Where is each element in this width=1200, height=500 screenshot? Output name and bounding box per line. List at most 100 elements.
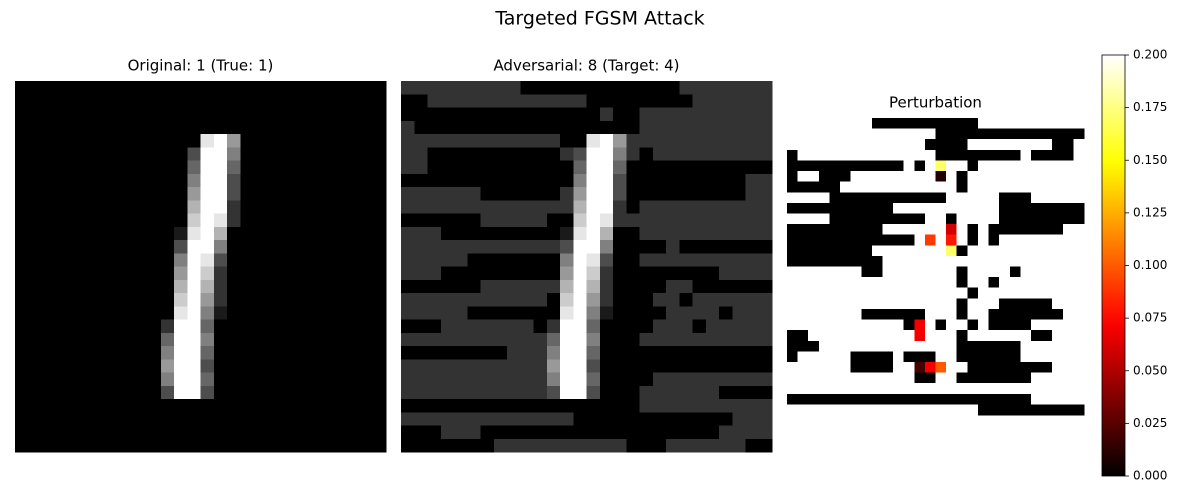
cell <box>240 385 255 400</box>
cell <box>586 319 601 334</box>
cell <box>520 332 535 347</box>
cell <box>1073 319 1085 331</box>
cell <box>333 240 347 254</box>
cell <box>253 147 268 162</box>
cell <box>977 393 990 405</box>
cell <box>967 308 979 321</box>
cell <box>573 120 588 135</box>
cell <box>639 346 654 360</box>
cell <box>692 346 707 360</box>
cell <box>586 200 601 215</box>
cell <box>719 319 733 334</box>
cell <box>467 399 482 413</box>
cell <box>840 171 852 183</box>
cell <box>840 351 852 363</box>
cell <box>147 412 162 427</box>
colorbar <box>1101 54 1126 477</box>
cell <box>797 393 809 405</box>
cell <box>1030 287 1043 299</box>
cell <box>414 346 429 360</box>
cell <box>200 293 215 307</box>
cell <box>956 330 968 342</box>
cell <box>227 306 241 321</box>
cell <box>626 107 641 122</box>
cell <box>797 266 809 278</box>
cell <box>54 346 69 360</box>
cell <box>1052 160 1064 172</box>
cell <box>440 226 455 241</box>
cell <box>253 160 268 175</box>
cell <box>507 81 521 95</box>
cell <box>1062 171 1074 183</box>
cell <box>808 234 820 246</box>
cell <box>914 202 926 215</box>
cell <box>666 425 680 440</box>
cell <box>818 361 831 374</box>
cell <box>924 118 937 130</box>
cell <box>546 240 561 254</box>
cell <box>935 202 947 215</box>
cell <box>427 266 442 281</box>
cell <box>28 306 43 321</box>
cell <box>967 224 979 236</box>
cell <box>613 438 627 453</box>
cell <box>81 134 96 148</box>
cell <box>121 160 135 175</box>
cell <box>903 287 915 299</box>
cell <box>306 81 321 95</box>
cell <box>573 147 588 162</box>
cell <box>520 200 535 215</box>
cell <box>679 293 694 307</box>
cell <box>333 81 347 95</box>
cell <box>818 266 831 278</box>
cell <box>692 134 707 148</box>
cell <box>401 187 415 201</box>
cell <box>652 107 667 122</box>
cell <box>427 173 442 188</box>
cell <box>626 438 641 453</box>
cell <box>493 279 508 294</box>
cell <box>1030 202 1043 215</box>
cell <box>946 234 958 246</box>
cell <box>999 171 1011 183</box>
cell <box>829 383 841 395</box>
cell <box>652 359 667 374</box>
cell <box>15 134 29 148</box>
cell <box>160 213 175 228</box>
cell <box>346 293 361 307</box>
cell <box>560 332 574 347</box>
cell <box>666 412 680 427</box>
cell <box>160 412 175 427</box>
cell <box>280 240 294 254</box>
cell <box>1052 298 1064 310</box>
cell <box>94 399 109 413</box>
cell <box>652 134 667 148</box>
cell <box>914 224 926 236</box>
cell <box>94 226 109 241</box>
cell <box>871 213 884 225</box>
cell <box>546 134 561 148</box>
colorbar-tick-label: 0.200 <box>1133 48 1167 62</box>
cell <box>1009 149 1021 162</box>
cell <box>15 94 29 109</box>
cell <box>967 361 979 374</box>
cell <box>68 359 82 374</box>
cell <box>705 240 720 254</box>
cell <box>227 107 241 122</box>
cell <box>1041 213 1053 225</box>
cell <box>493 226 508 241</box>
cell <box>227 385 241 400</box>
cell <box>903 234 915 246</box>
cell <box>903 319 915 331</box>
cell <box>54 240 69 254</box>
cell <box>266 293 281 307</box>
cell <box>440 187 455 201</box>
cell <box>871 266 884 278</box>
cell <box>533 160 548 175</box>
cell <box>946 245 958 257</box>
cell <box>107 412 122 427</box>
cell <box>174 160 188 175</box>
cell <box>454 359 468 374</box>
cell <box>160 81 175 95</box>
cell <box>200 187 215 201</box>
